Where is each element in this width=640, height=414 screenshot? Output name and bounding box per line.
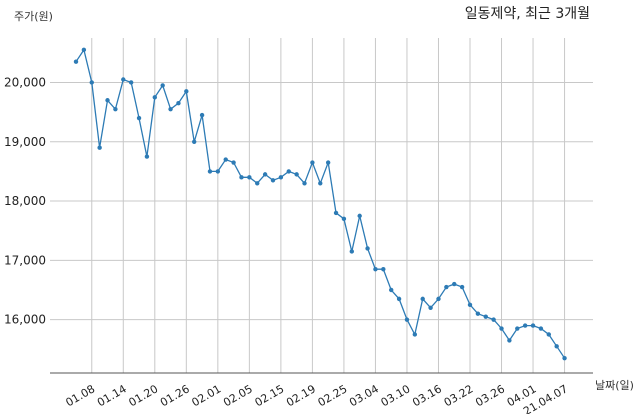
x-tick-label: 03.22 [442,382,476,409]
data-point [475,311,481,316]
data-point [365,246,370,251]
data-point [184,89,189,94]
data-point [247,175,252,180]
data-point [302,181,307,186]
x-tick-label: 01.26 [158,382,192,409]
y-tick-label: 17,000 [4,253,46,267]
series-layer [73,47,567,361]
data-point [310,160,315,165]
x-tick-label: 03.10 [379,382,413,409]
x-tick-label: 02.15 [253,382,287,409]
data-point [192,139,197,144]
grid-lines [50,38,593,373]
y-axis-label: 주가(원) [14,10,53,23]
data-point [522,323,528,328]
data-point [81,47,87,53]
data-point [452,281,457,287]
data-point [231,160,236,165]
data-point [113,106,118,112]
x-tick-label: 03.26 [473,382,507,409]
data-point [444,284,449,290]
data-point [396,296,402,302]
data-point [176,101,181,106]
data-point [278,175,284,180]
data-point [255,181,260,186]
data-point [160,83,165,88]
y-tick-label: 19,000 [4,135,46,149]
x-tick-label: 02.25 [316,382,350,409]
x-tick-label: 03.04 [347,382,381,409]
data-point [341,216,347,222]
data-point [538,326,544,331]
data-point [105,98,110,103]
data-point [515,326,520,331]
data-point [530,323,536,328]
data-point [121,77,126,82]
data-point [499,326,504,331]
data-point [136,115,142,121]
data-point [207,169,213,174]
series-line [75,48,566,359]
data-point [152,95,157,100]
data-point [333,210,339,216]
y-tick-label: 18,000 [4,194,46,208]
data-point [420,296,425,302]
data-point [239,175,244,180]
data-point [554,344,559,349]
data-point [389,287,394,293]
x-tick-label: 01.20 [127,382,161,409]
data-point [215,169,221,174]
x-tick-label: 02.01 [190,382,224,409]
data-point [357,213,362,219]
data-point [546,332,551,337]
data-point [381,267,386,272]
data-point [318,181,323,186]
data-point [349,249,354,254]
data-point [483,314,488,319]
data-point [467,302,473,308]
data-point [373,267,378,272]
x-tick-label: 03.16 [410,382,444,409]
data-point [404,317,410,322]
data-point [286,169,291,174]
data-point [223,157,228,162]
data-point [325,160,331,165]
data-point [199,112,205,118]
data-point [436,296,441,302]
data-point [128,80,134,85]
data-point [73,59,79,64]
y-tick-labels: 16,000 17,000 18,000 19,000 20,000 [4,75,46,326]
x-tick-label: 01.08 [63,382,97,409]
y-tick-label: 16,000 [4,313,46,327]
data-point [562,355,567,361]
x-tick-label: 02.05 [221,382,255,409]
data-point [97,145,102,150]
data-point [428,305,433,310]
x-tick-label: 02.19 [284,382,318,409]
data-point [270,178,276,183]
data-point [89,80,94,85]
x-tick-labels: 01.0801.1401.2001.2602.0102.0502.1502.19… [63,382,570,414]
y-tick-label: 20,000 [4,75,46,89]
x-tick-label: 01.14 [95,382,129,409]
data-point [491,317,496,322]
data-point [168,106,173,112]
data-point [459,284,465,290]
data-point [507,338,512,343]
data-point [294,172,299,177]
x-axis-label: 날짜(일) [595,378,634,392]
data-point [412,332,418,337]
chart-title: 일동제약, 최근 3개월 [465,6,590,22]
data-point [144,154,150,159]
data-point [262,172,268,177]
